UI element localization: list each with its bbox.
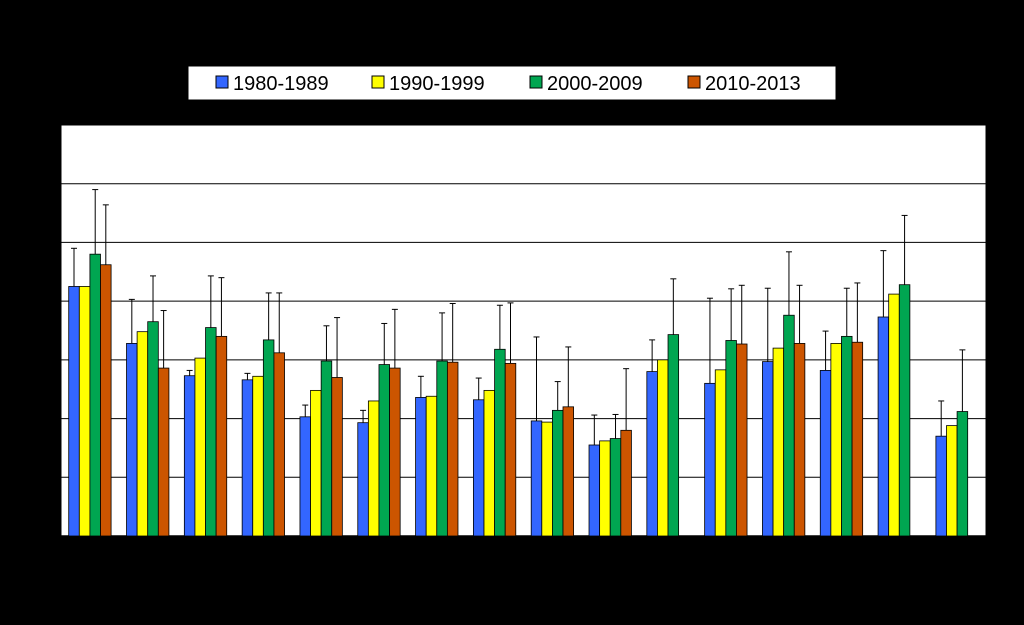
bar (620, 429, 632, 537)
bar (562, 406, 575, 537)
bar (367, 400, 380, 537)
bar (494, 348, 506, 537)
bar (472, 399, 485, 537)
bar (331, 377, 343, 537)
bar (89, 253, 101, 537)
bar (819, 370, 832, 537)
legend (187, 65, 837, 101)
bar (793, 343, 806, 537)
bar (736, 343, 748, 537)
bar (320, 360, 333, 537)
bar (299, 416, 311, 537)
bar (956, 411, 969, 537)
bar (215, 335, 228, 537)
legend-label: 1990-1999 (389, 73, 485, 95)
bar (205, 327, 217, 537)
bar (446, 361, 459, 537)
bar (530, 420, 543, 537)
legend-swatch (529, 75, 543, 89)
bar (436, 360, 448, 537)
bar (609, 438, 622, 537)
bar (830, 343, 842, 537)
bar (888, 293, 900, 537)
bar (762, 361, 774, 537)
bar (378, 364, 390, 537)
bar (783, 314, 795, 537)
bar (425, 395, 438, 537)
bar (136, 331, 149, 537)
bar (415, 397, 427, 537)
bar (241, 379, 254, 537)
bar (599, 440, 611, 537)
bar (273, 352, 285, 537)
bar (552, 409, 564, 537)
legend-swatch (371, 75, 385, 89)
bar (126, 343, 138, 537)
bar (310, 389, 322, 537)
bar (157, 367, 170, 537)
bar (78, 286, 91, 537)
bar (483, 389, 495, 537)
bar (935, 435, 947, 537)
bar (588, 444, 601, 537)
bar (667, 334, 680, 537)
bar (147, 321, 159, 537)
legend-swatch (687, 75, 701, 89)
bar (100, 264, 112, 537)
bar (252, 375, 264, 537)
bar (541, 421, 553, 537)
bar (704, 382, 716, 537)
bar (504, 362, 517, 537)
bar (68, 286, 80, 537)
bar (841, 335, 853, 537)
bar (946, 425, 958, 537)
bar (357, 422, 369, 537)
legend-label: 2010-2013 (705, 73, 801, 95)
legend-label: 2000-2009 (547, 73, 643, 95)
bar (725, 340, 737, 537)
legend-swatch (215, 75, 229, 89)
legend-label: 1980-1989 (233, 73, 329, 95)
bar (772, 347, 785, 537)
bar (851, 341, 864, 537)
bar (262, 339, 275, 537)
bar (194, 357, 206, 537)
bar (657, 359, 669, 537)
bar (389, 367, 401, 537)
bar (646, 371, 658, 537)
bar (898, 284, 911, 537)
bar (714, 369, 727, 537)
bar (183, 375, 196, 537)
bar (877, 316, 890, 537)
